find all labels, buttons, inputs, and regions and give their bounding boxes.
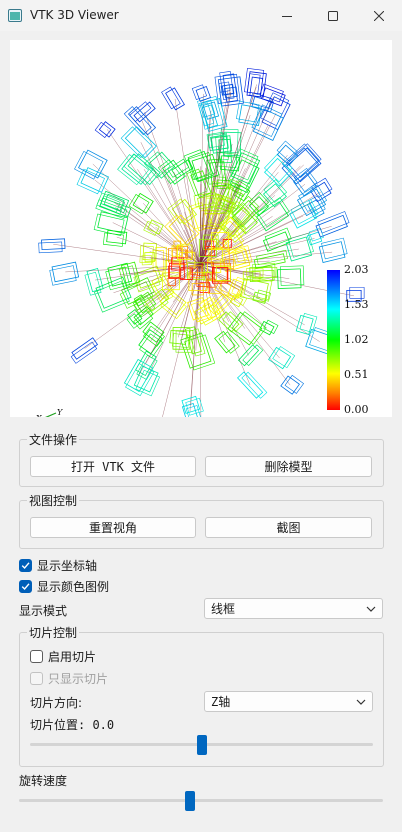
checkbox-unchecked-icon <box>30 650 43 663</box>
slice-direction-value: Z轴 <box>211 695 231 709</box>
view-control-group <box>19 500 384 549</box>
open-vtk-file-button[interactable]: 打开 VTK 文件 <box>30 456 196 477</box>
legend-label: 1.53 <box>344 298 369 311</box>
show-axes-checkbox[interactable]: 显示坐标轴 <box>19 557 97 574</box>
minimize-button[interactable] <box>264 0 310 31</box>
slice-direction-label: 切片方向: <box>30 696 83 710</box>
color-legend-bar <box>327 270 340 410</box>
reset-view-button[interactable]: 重置视角 <box>30 517 196 538</box>
legend-label-max: 2.03 <box>344 263 369 276</box>
display-mode-select[interactable]: 线框 <box>204 598 383 619</box>
axis-x-label: X <box>35 414 42 417</box>
slice-control-title: 切片控制 <box>27 624 80 641</box>
slice-position-slider[interactable] <box>30 735 373 755</box>
title-bar: VTK 3D Viewer <box>0 0 402 31</box>
slider-handle[interactable] <box>185 791 196 811</box>
axis-y-label: Y <box>57 408 63 417</box>
window-title: VTK 3D Viewer <box>30 8 119 22</box>
delete-model-button[interactable]: 删除模型 <box>205 456 372 477</box>
close-button[interactable] <box>356 0 402 31</box>
legend-label: 1.02 <box>344 333 369 346</box>
enable-slice-checkbox[interactable]: 启用切片 <box>30 648 96 665</box>
slider-track <box>19 799 383 802</box>
checkbox-disabled-icon <box>30 672 43 685</box>
slice-direction-select[interactable]: Z轴 <box>204 691 373 712</box>
chevron-down-icon <box>356 699 366 705</box>
slider-handle[interactable] <box>196 735 207 755</box>
show-axes-label: 显示坐标轴 <box>37 559 98 573</box>
display-mode-value: 线框 <box>211 602 236 616</box>
legend-label-min: 0.00 <box>344 403 369 416</box>
file-ops-group <box>19 439 384 487</box>
only-slice-checkbox[interactable]: 只显示切片 <box>30 670 108 687</box>
show-legend-label: 显示颜色图例 <box>37 580 110 594</box>
orientation-axes-widget: X Y Z <box>35 408 63 417</box>
close-icon <box>374 10 384 21</box>
rotation-speed-slider[interactable] <box>19 791 383 811</box>
slice-control-group <box>19 632 384 767</box>
checkbox-checked-icon <box>19 580 32 593</box>
app-icon <box>8 9 22 22</box>
display-mode-label: 显示模式 <box>19 604 68 618</box>
vtk-render-view[interactable]: 2.03 1.53 1.02 0.51 0.00 X Y Z <box>10 40 392 417</box>
file-ops-title: 文件操作 <box>27 431 80 448</box>
maximize-icon <box>328 10 338 21</box>
screenshot-button[interactable]: 截图 <box>205 517 372 538</box>
view-control-title: 视图控制 <box>27 492 80 509</box>
wireframe-model <box>38 67 365 417</box>
maximize-button[interactable] <box>310 0 356 31</box>
slice-position-label: 切片位置: 0.0 <box>30 718 115 732</box>
enable-slice-label: 启用切片 <box>48 650 97 664</box>
chevron-down-icon <box>366 606 376 612</box>
rotation-speed-label: 旋转速度 <box>19 774 68 788</box>
minimize-icon <box>282 15 292 17</box>
show-legend-checkbox[interactable]: 显示颜色图例 <box>19 578 109 595</box>
only-slice-label: 只显示切片 <box>48 672 109 686</box>
legend-label: 0.51 <box>344 368 369 381</box>
checkbox-checked-icon <box>19 559 32 572</box>
